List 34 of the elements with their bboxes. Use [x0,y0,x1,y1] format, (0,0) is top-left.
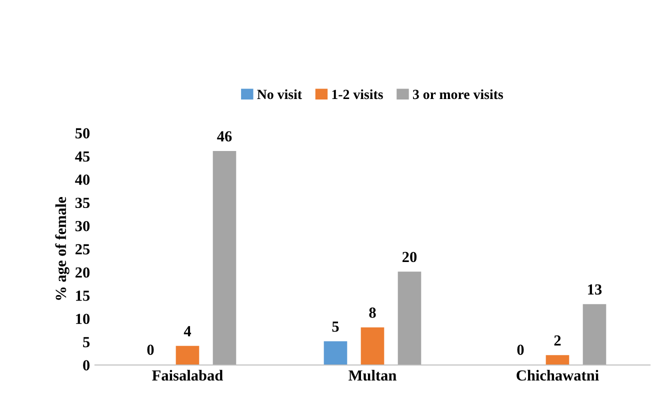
bar [398,272,422,365]
data-label: 2 [554,335,561,346]
data-label: 4 [184,326,192,336]
data-label: 20 [402,252,417,262]
data-label: 5 [332,322,339,332]
x-tick-label: Faisalabad [152,370,223,381]
y-tick-label: 50 [75,128,90,138]
data-label: 0 [517,344,524,355]
y-tick-label: 30 [75,220,90,232]
y-tick-label: 5 [83,337,90,348]
bar [546,355,570,365]
bar [360,327,384,365]
y-tick-label: 45 [75,151,90,162]
legend-label: 3 or more visits [412,89,504,100]
bar [212,151,236,365]
data-label: 0 [147,344,154,355]
x-tick-label: Chichawatni [516,370,599,381]
y-tick-label: 20 [76,267,90,278]
data-label: 8 [369,308,376,318]
y-tick-label: 25 [76,244,90,254]
data-label: 46 [217,131,232,142]
bar [324,341,348,365]
bar [176,346,200,365]
y-axis-title: % age of female [55,197,70,300]
x-tick-label: Multan [348,370,396,381]
y-tick-label: 10 [76,314,90,324]
legend-label: No visit [257,89,302,100]
y-tick-label: 35 [75,198,90,208]
legend-label: 1-2 visits [332,89,383,100]
y-tick-label: 40 [75,174,90,185]
data-label: 13 [588,284,602,295]
y-tick-label: 15 [76,290,90,301]
y-tick-label: 0 [83,360,90,370]
bar [582,304,606,365]
